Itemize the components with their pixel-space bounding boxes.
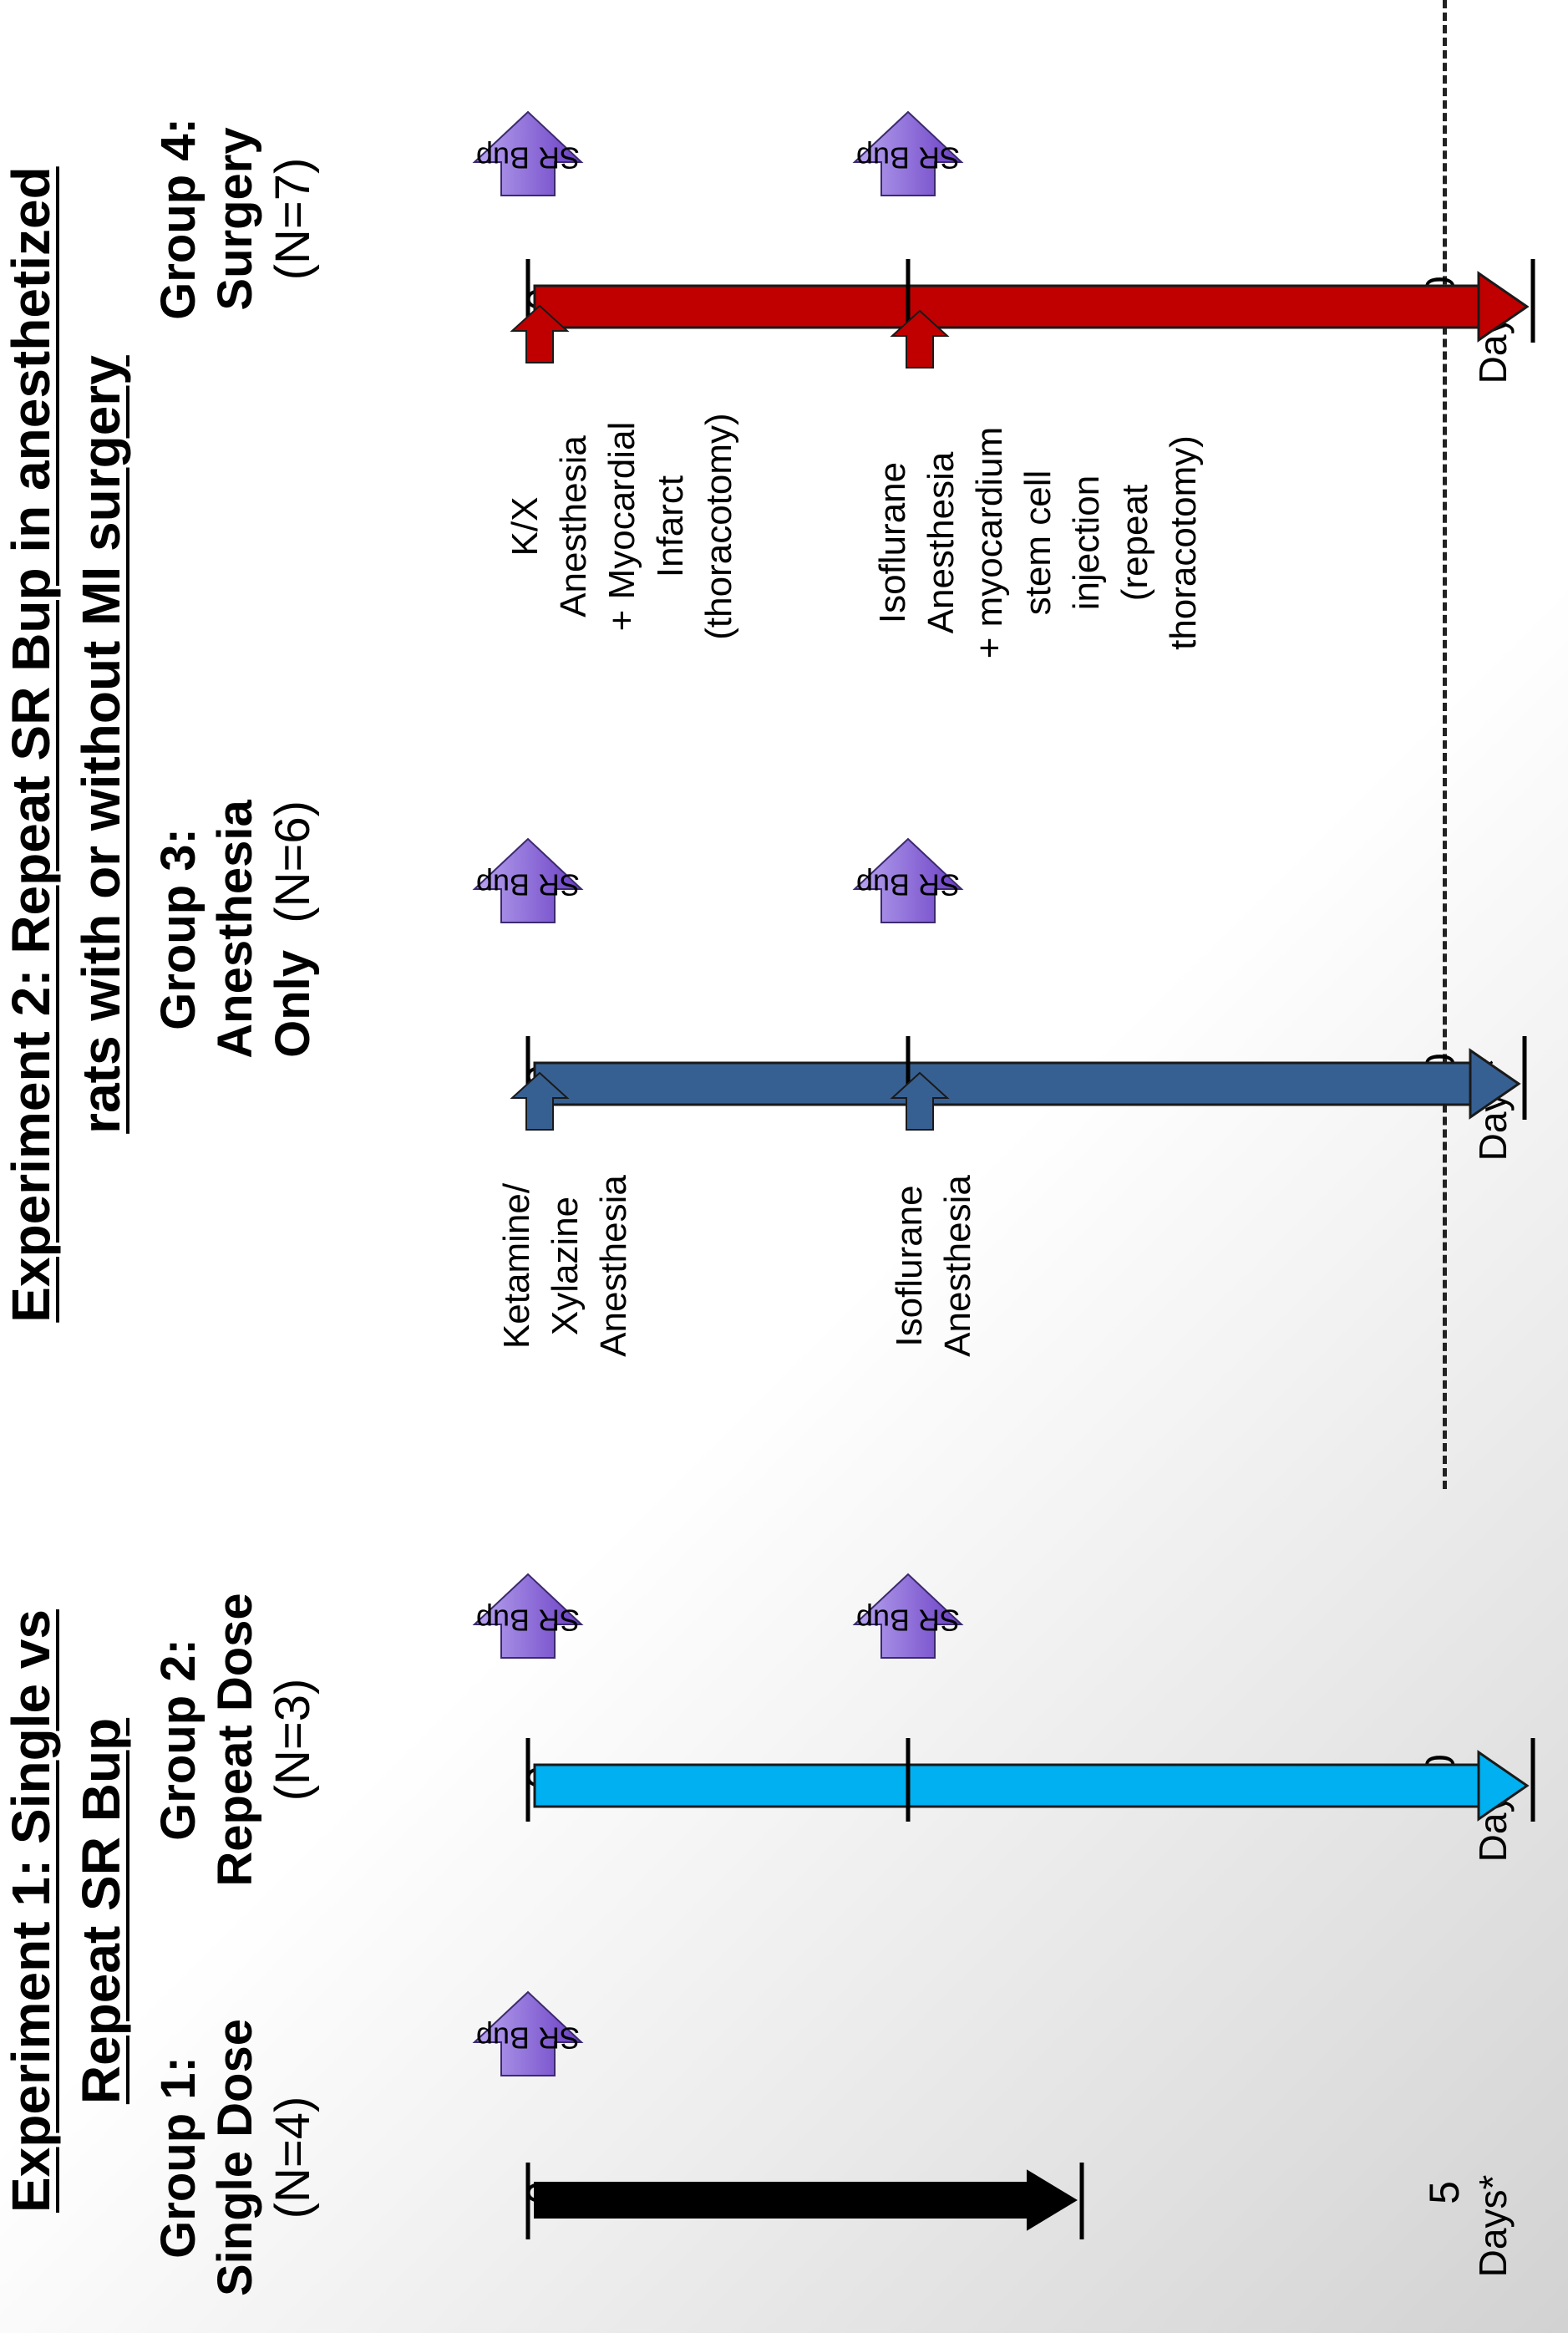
sr-bup-label-g3-day4: SR Bup: [856, 867, 960, 902]
sr-bup-arrow-g2-day0: SR Bup: [472, 1573, 584, 1659]
sr-bup-arrow-g3-day0: SR Bup: [472, 837, 584, 923]
group3-event-arrow-day0: [510, 1071, 570, 1131]
sr-bup-label-g4-day0: SR Bup: [476, 140, 580, 175]
sr-bup-label-g4-day4: SR Bup: [856, 140, 960, 175]
sr-bup-label-g2-day0: SR Bup: [476, 1603, 580, 1637]
group1-timeline-bar: [534, 2182, 1028, 2219]
group1-timeline-arrowhead: [1027, 2169, 1078, 2231]
sr-bup-arrow-g4-day4: SR Bup: [852, 110, 964, 196]
group2-timeline: [525, 1738, 1535, 1822]
group1-timeline: [525, 2163, 1084, 2239]
group2-timeline-arrowhead: [1477, 1750, 1530, 1822]
sr-bup-label-g2-day4: SR Bup: [856, 1603, 960, 1637]
group2-timeline-bar: [533, 1763, 1480, 1808]
sr-bup-arrow-g4-day0: SR Bup: [472, 110, 584, 196]
group3-timeline-bar: [533, 1061, 1472, 1106]
group3-event-arrow-day4: [890, 1071, 950, 1131]
group4-timeline: [525, 259, 1535, 343]
sr-bup-label-g1: SR Bup: [476, 2020, 580, 2055]
group3-timeline: [525, 1036, 1527, 1120]
sr-bup-arrow-g1-day0: SR Bup: [472, 1990, 584, 2076]
sr-bup-arrow-g2-day4: SR Bup: [852, 1573, 964, 1659]
group3-timeline-arrowhead: [1469, 1048, 1521, 1120]
group4-event-arrow-day4: [890, 309, 950, 369]
group4-event-arrow-day0: [510, 304, 570, 363]
sr-bup-label-g3-day0: SR Bup: [476, 867, 580, 902]
sr-bup-arrow-g3-day4: SR Bup: [852, 837, 964, 923]
group4-timeline-arrowhead: [1477, 271, 1530, 343]
group4-timeline-bar: [533, 284, 1480, 329]
